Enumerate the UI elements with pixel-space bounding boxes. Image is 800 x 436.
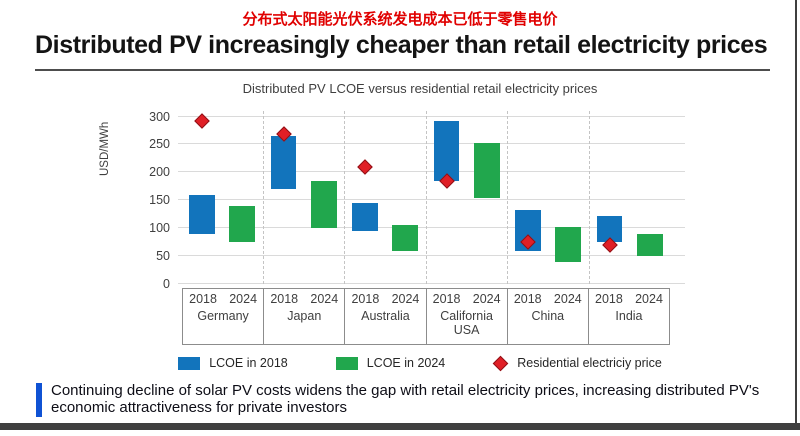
y-axis-label: USD/MWh (99, 121, 111, 177)
lcoe-2018-bar-australia (352, 203, 378, 231)
callout-text: Continuing decline of solar PV costs wid… (51, 382, 760, 416)
lcoe-2018-swatch-icon (178, 356, 201, 370)
plot-area (178, 111, 685, 284)
year-labels-japan: 2018 2024 (264, 289, 344, 306)
gridline-200 (178, 171, 685, 173)
year-label: 2024 (391, 292, 420, 306)
y-axis-ticks: 0 50 100 150 200 250 300 (118, 109, 170, 291)
gridline-150 (178, 199, 685, 201)
lcoe-2018-bar-california-usa (433, 121, 460, 181)
gridline-300 (178, 115, 685, 117)
legend-label-retail-price: Residential electriciy price (517, 356, 662, 370)
lcoe-2024-bar-china (555, 226, 582, 262)
x-axis-cell-china: 2018 2024 China (506, 288, 588, 345)
retail-price-marker-australia (357, 159, 373, 175)
gridline-100 (178, 227, 685, 229)
y-tick-label-150: 150 (149, 193, 170, 208)
country-group-germany (182, 111, 263, 284)
country-label-japan: Japan (287, 309, 322, 323)
year-labels-california-usa: 2018 2024 (427, 289, 507, 306)
legend-item-lcoe-2018: LCOE in 2018 (178, 356, 288, 370)
chart-title: Distributed PV LCOE versus residential r… (242, 81, 598, 96)
year-label: 2018 (189, 292, 217, 306)
right-border-strip (795, 0, 797, 423)
year-label: 2024 (310, 292, 339, 306)
country-label-china: China (531, 309, 565, 323)
year-label: 2024 (553, 292, 582, 306)
country-group-japan (262, 111, 345, 284)
country-label-australia: Australia (361, 309, 410, 323)
y-tick-label-300: 300 (149, 109, 170, 124)
year-label: 2018 (270, 292, 299, 306)
y-tick-label-100: 100 (149, 221, 170, 236)
year-labels-india: 2018 2024 (589, 289, 669, 306)
lcoe-2024-swatch-icon (335, 356, 358, 370)
legend-item-retail-price: Residential electriciy price (492, 355, 662, 371)
x-axis-cell-japan: 2018 2024 Japan (263, 288, 345, 345)
chinese-headline: 分布式太阳能光伏系统发电成本已低于零售电价 (242, 11, 558, 28)
x-axis-cell-california-usa: 2018 2024 California USA (425, 288, 507, 345)
y-tick-label-50: 50 (156, 249, 170, 264)
year-label: 2018 (513, 292, 542, 306)
callout-accent-bar (36, 383, 42, 417)
lcoe-2018-bar-germany (189, 194, 215, 234)
x-axis-cell-germany: 2018 2024 Germany (182, 288, 264, 345)
year-label: 2024 (635, 292, 663, 306)
callout: Continuing decline of solar PV costs wid… (36, 382, 763, 417)
y-tick-label-200: 200 (149, 165, 170, 180)
chart-legend: LCOE in 2018 LCOE in 2024 Residential el… (140, 355, 700, 371)
country-group-india (588, 111, 671, 284)
x-axis-cell-india: 2018 2024 India (587, 288, 671, 345)
retail-price-marker-germany (194, 113, 210, 129)
legend-label-lcoe-2024: LCOE in 2024 (366, 356, 446, 370)
lcoe-2024-bar-california-usa (473, 143, 500, 198)
year-labels-australia: 2018 2024 (345, 289, 425, 306)
country-label-california-usa: California USA (440, 309, 493, 338)
page-title: Distributed PV increasingly cheaper than… (35, 31, 768, 59)
lcoe-2024-bar-india (636, 233, 663, 257)
y-tick-label-0: 0 (163, 277, 170, 291)
country-label-germany: Germany (197, 309, 249, 323)
year-label: 2018 (595, 292, 623, 306)
gridline-50 (178, 255, 685, 257)
x-axis-cell-australia: 2018 2024 Australia (344, 288, 426, 345)
bar-groups (182, 111, 670, 284)
year-label: 2024 (229, 292, 258, 306)
title-underline (35, 69, 770, 71)
bottom-border-strip (0, 423, 800, 430)
lcoe-2024-bar-germany (229, 205, 256, 243)
legend-item-lcoe-2024: LCOE in 2024 (335, 356, 446, 370)
lcoe-2018-bar-japan (270, 136, 297, 190)
gridline-0 (178, 283, 685, 284)
legend-label-lcoe-2018: LCOE in 2018 (209, 356, 288, 370)
gridline-250 (178, 143, 685, 145)
country-label-india: India (615, 309, 643, 323)
year-labels-china: 2018 2024 (508, 289, 588, 306)
year-labels-germany: 2018 2024 (183, 289, 263, 306)
country-group-china (507, 111, 589, 284)
year-label: 2018 (432, 292, 461, 306)
retail-price-diamond-icon (492, 355, 509, 371)
year-label: 2024 (472, 292, 501, 306)
lcoe-2024-bar-japan (310, 180, 337, 229)
country-group-california-usa (425, 111, 508, 284)
y-tick-label-250: 250 (149, 137, 170, 152)
x-axis-strip: 2018 2024 Germany 2018 2024 Japan 2018 2024 Aust… (182, 288, 671, 345)
country-group-australia (344, 111, 426, 284)
year-label: 2018 (351, 292, 380, 306)
lcoe-2024-bar-australia (392, 225, 419, 251)
